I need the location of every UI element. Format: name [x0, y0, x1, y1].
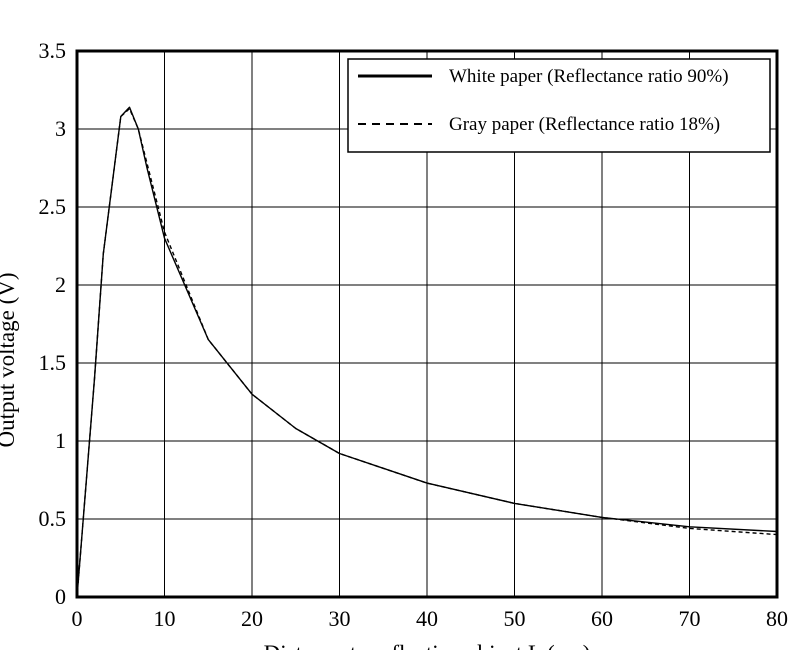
x-tick-label: 70 [679, 606, 701, 631]
plot-frame [75, 49, 779, 599]
y-tick-labels: 0 0.5 1 1.5 2 2.5 3 3.5 [39, 38, 67, 609]
series-line-gray-paper [76, 107, 778, 598]
x-tick-label: 40 [416, 606, 438, 631]
legend-label-gray-paper: Gray paper (Reflectance ratio 18%) [449, 114, 720, 135]
y-tick-label: 1.5 [39, 350, 67, 375]
x-tick-labels: 0 10 20 30 40 50 60 70 80 [72, 606, 789, 631]
x-tick-label: 0 [72, 606, 83, 631]
x-tick-label: 20 [241, 606, 263, 631]
x-tick-label: 50 [504, 606, 526, 631]
x-tick-label: 60 [591, 606, 613, 631]
y-tick-label: 3.5 [39, 38, 67, 63]
y-tick-label: 1 [55, 428, 66, 453]
y-tick-label: 2.5 [39, 194, 67, 219]
y-tick-label: 0 [55, 584, 66, 609]
series-layer [76, 106, 778, 598]
x-tick-label: 30 [329, 606, 351, 631]
y-tick-label: 3 [55, 116, 66, 141]
y-tick-label: 0.5 [39, 506, 67, 531]
x-tick-label: 80 [766, 606, 788, 631]
legend-label-white-paper: White paper (Reflectance ratio 90%) [449, 66, 729, 87]
legend: White paper (Reflectance ratio 90%) Gray… [347, 58, 771, 153]
x-tick-label: 10 [154, 606, 176, 631]
y-tick-label: 2 [55, 272, 66, 297]
x-axis-title: Distance to reflective object L (cm) [264, 641, 591, 650]
y-axis-title: Output voltage (V) [0, 272, 19, 447]
